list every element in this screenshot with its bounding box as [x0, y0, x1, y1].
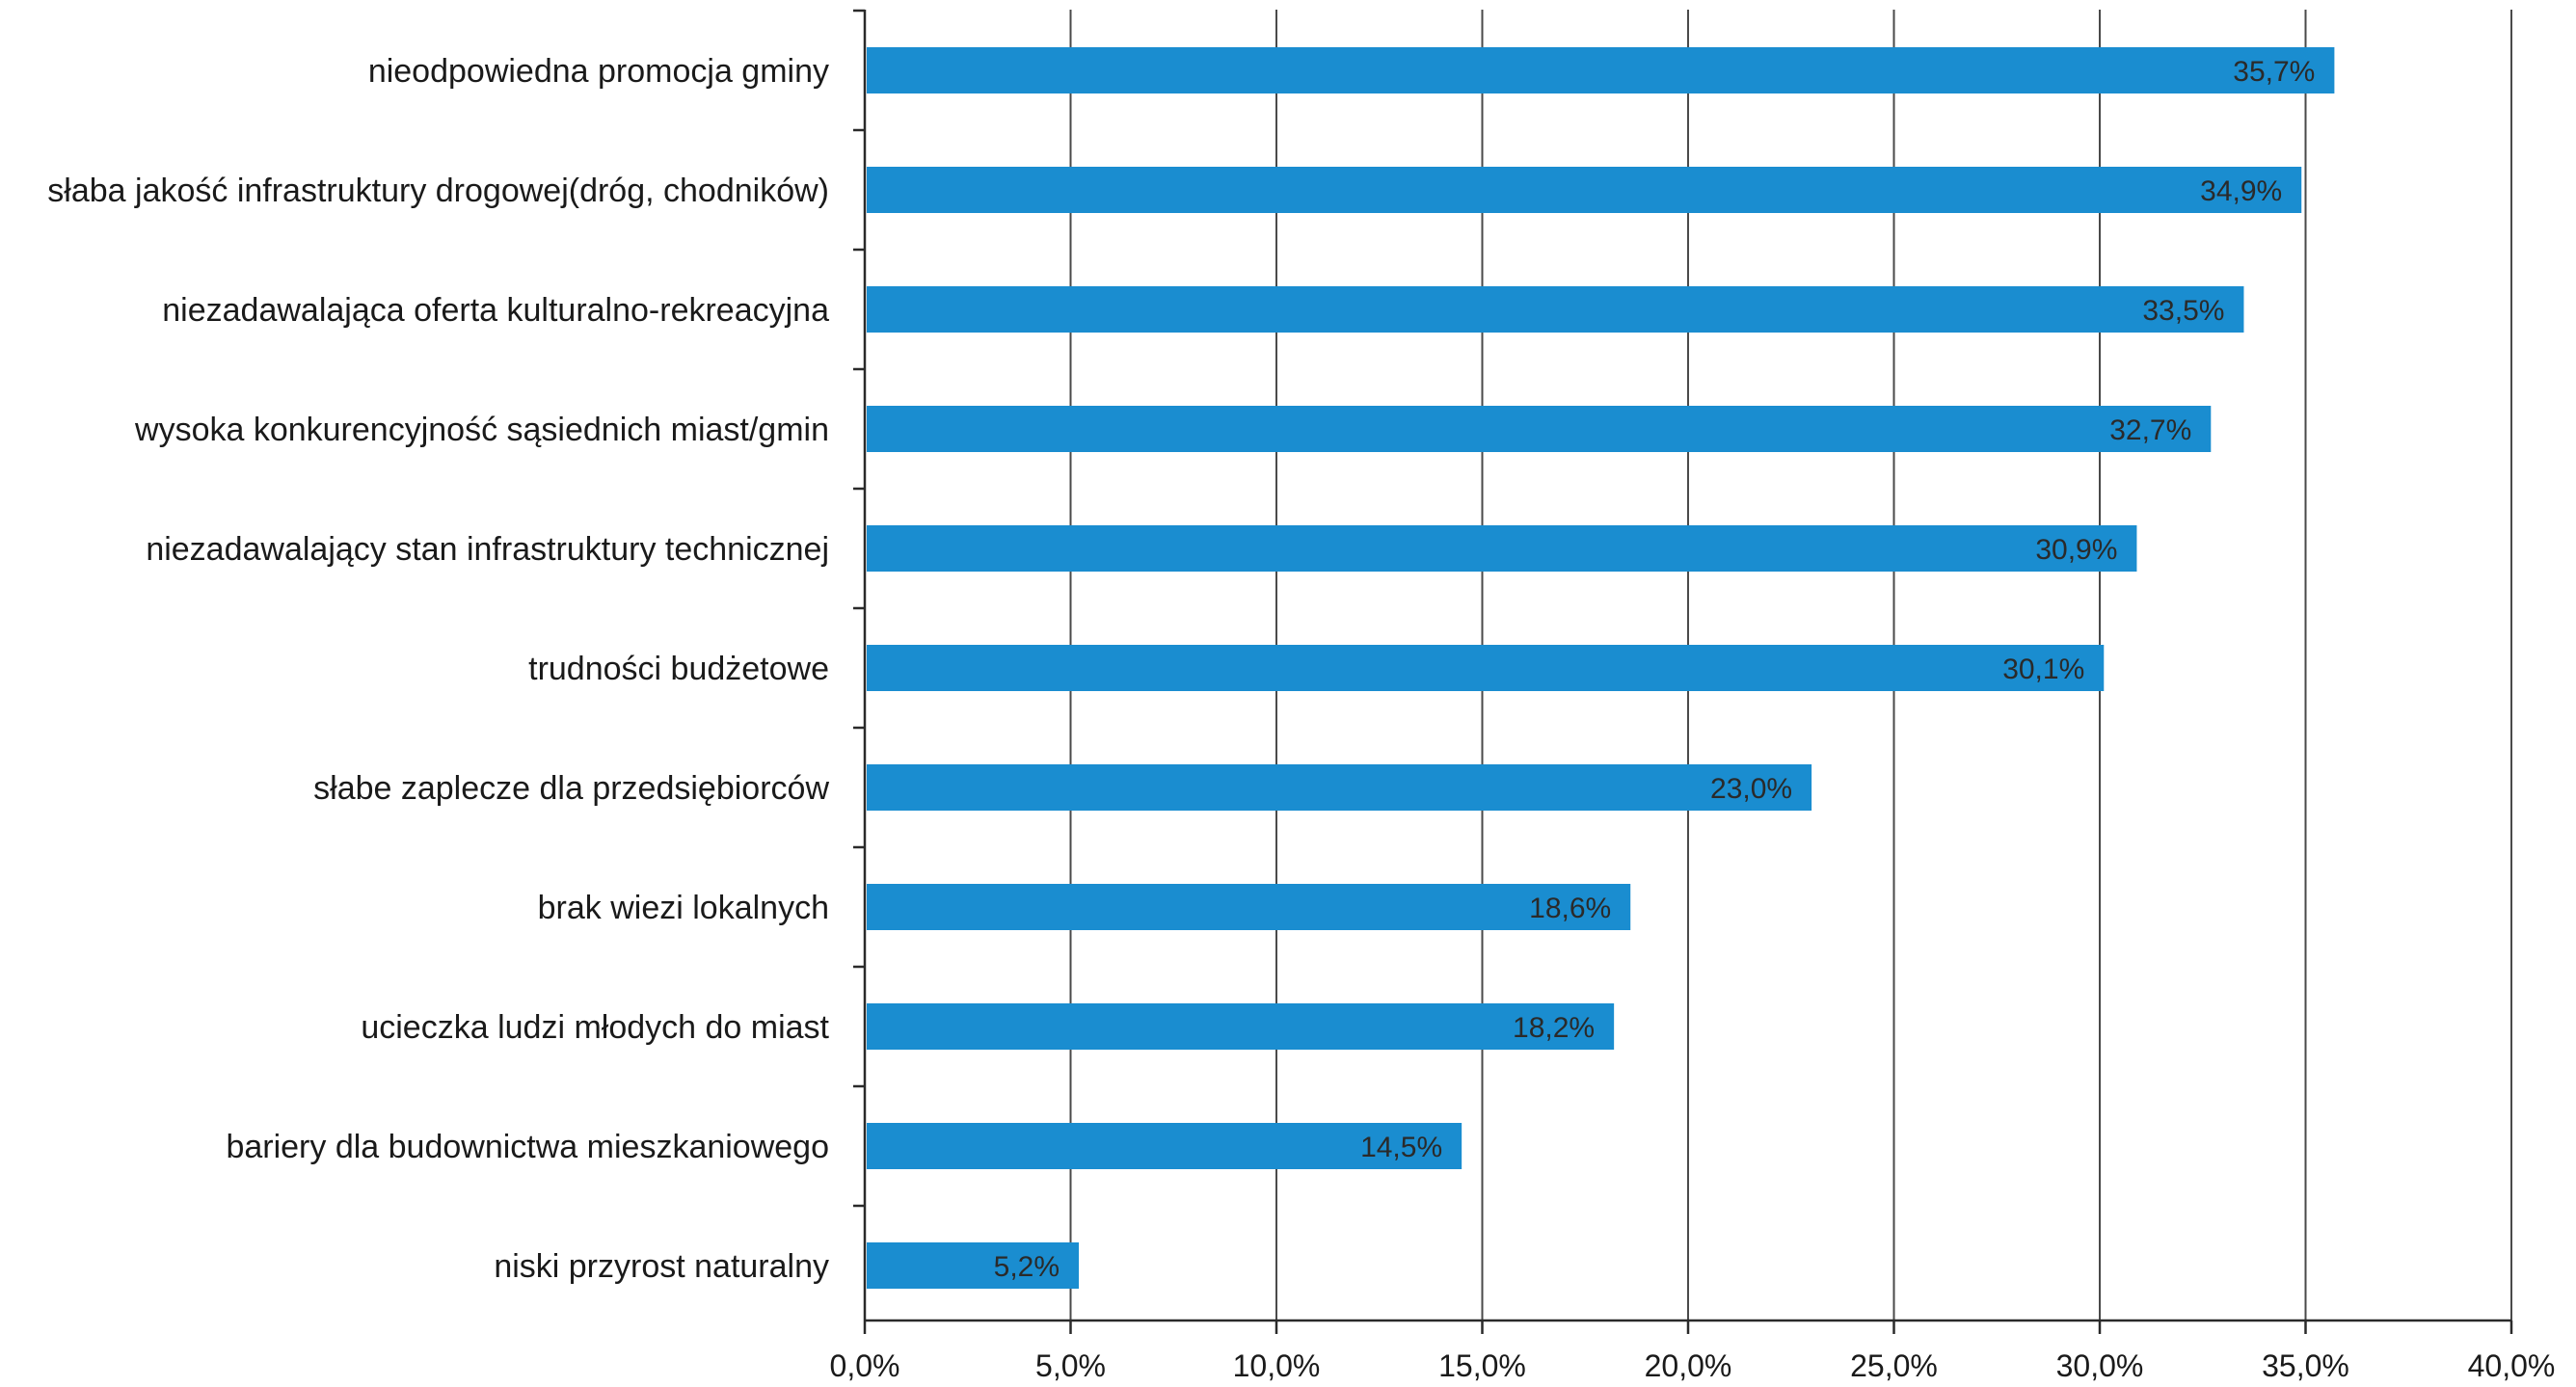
data-label: 30,1%: [2002, 653, 2084, 685]
axis-layer: [853, 9, 2513, 1334]
data-label: 5,2%: [994, 1251, 1060, 1283]
category-label: trudności budżetowe: [528, 651, 829, 687]
category-label: słaba jakość infrastruktury drogowej(dró…: [47, 173, 829, 209]
bar: [867, 764, 1812, 811]
data-label: 14,5%: [1360, 1132, 1442, 1163]
data-label: 32,7%: [2109, 414, 2191, 446]
x-tick-label: 35,0%: [2262, 1348, 2349, 1383]
x-tick-label: 20,0%: [1645, 1348, 1732, 1383]
category-label: niezadawalający stan infrastruktury tech…: [146, 531, 829, 568]
x-tick-label: 30,0%: [2056, 1348, 2144, 1383]
x-tick-label: 10,0%: [1233, 1348, 1321, 1383]
x-tick-label: 0,0%: [830, 1348, 900, 1383]
category-label: niezadawalająca oferta kulturalno-rekrea…: [162, 292, 829, 329]
data-label: 18,2%: [1513, 1012, 1595, 1044]
category-label: brak wiezi lokalnych: [538, 890, 829, 926]
bar: [867, 286, 2244, 333]
bar: [867, 884, 1631, 930]
bar: [867, 645, 2105, 691]
category-label: niski przyrost naturalny: [494, 1248, 829, 1285]
bar: [867, 167, 2302, 213]
bar: [867, 1003, 1615, 1050]
bar: [867, 47, 2335, 93]
x-tick-label: 15,0%: [1438, 1348, 1526, 1383]
bar-layer: [867, 47, 2335, 1289]
x-tick-label: 40,0%: [2468, 1348, 2556, 1383]
data-label: 30,9%: [2035, 534, 2117, 566]
category-label: ucieczka ludzi młodych do miast: [361, 1009, 829, 1046]
category-label: nieodpowiedna promocja gminy: [368, 53, 829, 90]
label-layer: 0,0% 5,0% 10,0% 15,0% 20,0% 25,0% 30,0% 35,0% 40…: [47, 53, 2555, 1383]
bar: [867, 1123, 1462, 1169]
data-label: 33,5%: [2142, 295, 2224, 327]
bar: [867, 1242, 1080, 1289]
category-label: słabe zaplecze dla przedsiębiorców: [313, 770, 829, 807]
data-label: 34,9%: [2200, 175, 2282, 207]
data-label: 18,6%: [1529, 893, 1611, 924]
x-tick-label: 25,0%: [1850, 1348, 1938, 1383]
x-tick-label: 5,0%: [1035, 1348, 1106, 1383]
category-label: bariery dla budownictwa mieszkaniowego: [226, 1129, 829, 1165]
data-label: 23,0%: [1710, 773, 1792, 805]
bar: [867, 406, 2212, 452]
data-label: 35,7%: [2233, 56, 2315, 88]
category-label: wysoka konkurencyjność sąsiednich miast/…: [134, 412, 829, 448]
bar: [867, 525, 2137, 572]
